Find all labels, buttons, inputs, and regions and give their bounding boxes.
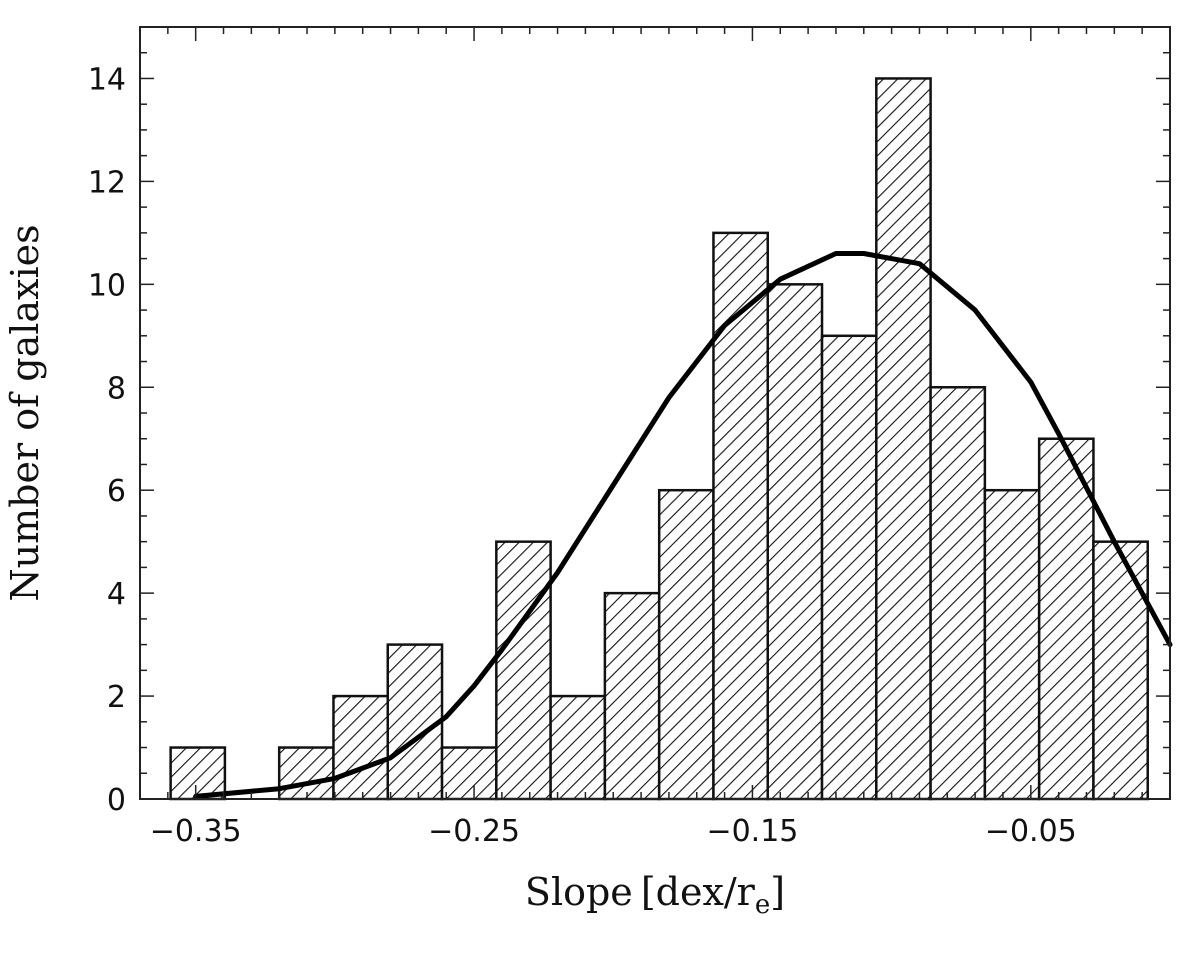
x-axis-title: Slope [dex/re] xyxy=(525,870,785,920)
fit-curve-line xyxy=(193,251,1173,799)
y-tick-label-7: 14 xyxy=(88,62,126,97)
y-tick-label-4: 8 xyxy=(107,371,126,406)
histogram-bar-2 xyxy=(277,746,335,801)
y-tick-label-1: 2 xyxy=(107,680,126,715)
x-tick-label-0: −0.35 xyxy=(150,814,242,849)
x-tick-label-1: −0.25 xyxy=(428,814,520,849)
y-tick-label-5: 10 xyxy=(88,268,126,303)
histogram-bar-15 xyxy=(983,488,1041,801)
histogram-bar-12 xyxy=(820,334,878,801)
y-tick-label-0: 0 xyxy=(107,783,126,818)
x-axis-title-unit: [dex/r xyxy=(641,870,756,914)
y-tick-label-2: 4 xyxy=(107,577,126,612)
x-axis-title-unit-sub: e xyxy=(755,890,770,920)
x-axis-title-unit-close: ] xyxy=(770,870,785,914)
histogram-bar-8 xyxy=(603,591,661,801)
histogram-bar-10 xyxy=(712,231,769,801)
histogram-bar-9 xyxy=(657,488,715,801)
histogram-bars xyxy=(169,77,1149,801)
y-tick-label-6: 12 xyxy=(88,165,126,200)
histogram-bar-13 xyxy=(875,77,932,801)
histogram-bar-17 xyxy=(1092,540,1149,801)
histogram-bar-5 xyxy=(440,746,498,801)
histogram-bar-6 xyxy=(495,540,552,801)
axis-ticks xyxy=(139,26,1171,800)
x-tick-label-3: −0.05 xyxy=(985,814,1077,849)
histogram-bar-4 xyxy=(386,643,444,801)
histogram-bar-11 xyxy=(766,283,824,801)
histogram-bar-0 xyxy=(169,746,227,801)
axis-tick-labels: −0.35 −0.25 −0.15 −0.05 0 2 4 6 8 10 12 14 xyxy=(88,62,1077,849)
histogram-bar-14 xyxy=(929,386,987,801)
x-axis-title-main: Slope xyxy=(525,870,633,914)
histogram-bar-3 xyxy=(332,694,390,801)
y-axis-title: Number of galaxies xyxy=(3,224,47,601)
x-tick-label-2: −0.15 xyxy=(706,814,798,849)
histogram-bar-7 xyxy=(549,694,607,801)
y-tick-label-3: 6 xyxy=(107,474,126,509)
histogram-bar-16 xyxy=(1037,437,1095,801)
